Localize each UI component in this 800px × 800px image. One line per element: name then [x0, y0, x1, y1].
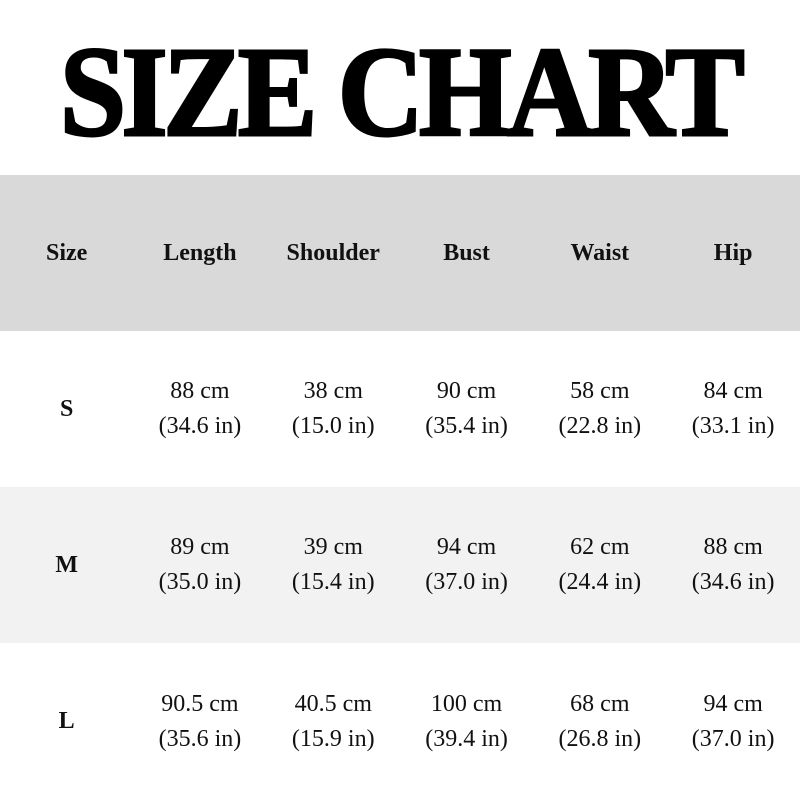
measurement-cm: 88 cm	[170, 378, 230, 404]
measurement-cell: 88 cm (34.6 in)	[666, 530, 799, 600]
measurement-in: (34.6 in)	[158, 413, 242, 439]
measurement-cm: 62 cm	[570, 534, 630, 560]
measurement-cm: 90 cm	[436, 378, 497, 404]
measurement-in: (35.4 in)	[425, 413, 508, 439]
measurement-cm: 94 cm	[703, 690, 763, 717]
header-shoulder: Shoulder	[286, 239, 380, 266]
measurement-cell: 89 cm (35.0 in)	[133, 530, 266, 600]
measurement-in: (15.9 in)	[291, 725, 375, 752]
measurement-cm: 40.5 cm	[294, 690, 372, 717]
size-label: L	[58, 708, 75, 734]
table-header: Size Length Shoulder Bust Waist Hip	[0, 175, 800, 331]
page-title: SIZE CHART	[58, 21, 746, 164]
measurement-cell: 58 cm (22.8 in)	[533, 374, 666, 444]
measurement-in: (37.0 in)	[425, 569, 508, 595]
table-row: L 90.5 cm (35.6 in) 40.5 cm (15.9 in) 100 cm (…	[0, 643, 800, 800]
measurement-cell: 88 cm (34.6 in)	[133, 374, 266, 444]
measurement-in: (22.8 in)	[558, 413, 642, 439]
measurement-cell: 94 cm (37.0 in)	[666, 687, 799, 757]
measurement-cm: 100 cm	[430, 690, 503, 717]
measurement-in: (26.8 in)	[558, 725, 642, 752]
header-size: Size	[45, 239, 88, 266]
measurement-cm: 89 cm	[170, 534, 230, 560]
measurement-cell: 39 cm (15.4 in)	[267, 530, 400, 600]
measurement-cell: 100 cm (39.4 in)	[400, 687, 533, 757]
measurement-cell: 62 cm (24.4 in)	[533, 530, 666, 600]
measurement-in: (15.0 in)	[291, 413, 375, 439]
measurement-in: (33.1 in)	[691, 413, 775, 439]
header-bust: Bust	[443, 239, 490, 266]
measurement-cm: 88 cm	[703, 534, 763, 560]
measurement-cm: 94 cm	[436, 534, 497, 560]
measurement-cell: 90.5 cm (35.6 in)	[133, 687, 266, 757]
measurement-cm: 38 cm	[303, 378, 363, 404]
size-label: S	[59, 395, 74, 422]
measurement-cm: 90.5 cm	[161, 690, 239, 717]
header-hip: Hip	[713, 239, 753, 266]
measurement-cell: 40.5 cm (15.9 in)	[267, 687, 400, 757]
measurement-cm: 39 cm	[303, 534, 363, 560]
table-row: M 89 cm (35.0 in) 39 cm (15.4 in) 94 cm (37.0 …	[0, 487, 800, 643]
measurement-cell: 68 cm (26.8 in)	[533, 687, 666, 757]
measurement-cm: 68 cm	[570, 690, 630, 717]
table-row: S 88 cm (34.6 in) 38 cm (15.0 in) 90 cm (35.4 …	[0, 331, 800, 487]
measurement-in: (24.4 in)	[558, 569, 642, 595]
measurement-in: (35.6 in)	[158, 725, 242, 752]
header-waist: Waist	[570, 239, 630, 266]
measurement-in: (35.0 in)	[158, 569, 242, 595]
header-length: Length	[163, 239, 237, 266]
measurement-in: (15.4 in)	[291, 569, 375, 595]
size-label: M	[55, 551, 78, 578]
measurement-in: (34.6 in)	[691, 569, 775, 595]
measurement-cell: 84 cm (33.1 in)	[666, 374, 799, 444]
measurement-cm: 84 cm	[703, 378, 763, 404]
measurement-cell: 94 cm (37.0 in)	[400, 530, 533, 600]
measurement-cell: 38 cm (15.0 in)	[267, 374, 400, 444]
measurement-in: (39.4 in)	[425, 725, 508, 752]
measurement-in: (37.0 in)	[691, 725, 775, 752]
measurement-cell: 90 cm (35.4 in)	[400, 374, 533, 444]
measurement-cm: 58 cm	[570, 378, 630, 404]
